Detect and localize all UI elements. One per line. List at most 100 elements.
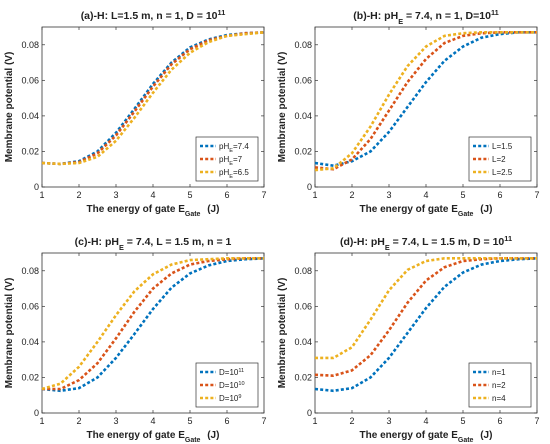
legend-entry-1: L=1.5: [492, 142, 513, 151]
x-tick-label: 3: [386, 190, 391, 200]
x-tick-label: 5: [460, 190, 465, 200]
legend-label: D=10: [219, 394, 239, 403]
y-tick-label: 0.04: [294, 337, 312, 347]
legend-label: pH: [219, 142, 229, 151]
title-main: (d)-H: pH: [340, 236, 385, 248]
x-tick-label: 7: [261, 190, 266, 200]
x-tick-label: 5: [460, 416, 465, 426]
series-line-3: [315, 257, 537, 360]
legend-sub: E: [229, 161, 233, 167]
x-axis-label: The energy of gate EGate (J): [360, 204, 493, 218]
legend: n=1 n=2 n=4: [468, 362, 532, 408]
x-tick-label: 1: [312, 190, 317, 200]
y-tick-label: 0.06: [21, 301, 39, 311]
series-line-3: [41, 31, 265, 166]
y-tick-label: 0.02: [21, 372, 39, 382]
x-label-main: The energy of gate E: [87, 430, 186, 441]
x-label-unit: (J): [204, 204, 219, 215]
legend-entry-1: n=1: [492, 368, 506, 377]
panel-title: (c)-H: pHE = 7.4, L = 1.5 m, n = 1: [75, 236, 232, 252]
legend-suffix: =6.5: [233, 168, 249, 177]
x-axis-label: The energy of gate EGate (J): [360, 430, 493, 444]
x-tick-label: 3: [113, 190, 118, 200]
y-tick-label: 0: [34, 182, 39, 192]
x-tick-label: 6: [497, 190, 502, 200]
x-tick-label: 4: [150, 190, 155, 200]
title-sub: E: [385, 243, 390, 252]
x-axis-label: The energy of gate EGate (J): [87, 430, 220, 444]
x-tick-label: 1: [39, 190, 44, 200]
legend-label: pH: [219, 168, 229, 177]
x-label-sub: Gate: [185, 437, 201, 444]
y-tick-label: 0.02: [21, 146, 39, 156]
y-tick-label: 0.08: [294, 40, 312, 50]
x-axis-label: The energy of gate EGate (J): [87, 204, 220, 218]
title-sup: 11: [218, 8, 226, 17]
x-tick-label: 5: [187, 190, 192, 200]
x-tick-label: 7: [261, 416, 266, 426]
x-label-sub: Gate: [458, 437, 474, 444]
y-tick-label: 0.06: [294, 301, 312, 311]
series-line-1: [314, 257, 538, 393]
x-tick-label: 6: [224, 190, 229, 200]
panel-title: (d)-H: pHE = 7.4, L = 1.5 m, D = 1011: [340, 234, 512, 252]
panel-title: (b)-H: pHE = 7.4, n = 1, D=1011: [353, 8, 498, 26]
series-line-3: [314, 31, 537, 172]
series-line-3: [41, 257, 264, 391]
legend-label: n=2: [492, 381, 506, 390]
title-main: (c)-H: pH: [75, 236, 119, 248]
y-tick-label: 0: [307, 182, 312, 192]
legend-entry-3: D=109: [219, 394, 241, 403]
y-tick-label: 0.08: [21, 40, 39, 50]
y-tick-label: 0.08: [294, 266, 312, 276]
x-label-unit: (J): [477, 430, 492, 441]
x-tick-label: 1: [39, 416, 44, 426]
y-tick-label: 0.06: [21, 75, 39, 85]
series-line-1: [41, 257, 265, 393]
x-tick-label: 4: [150, 416, 155, 426]
chart-panel-3: 1 2 3 4 5 6 7 0 0.02 0.04 0.06 0.08 (c)-H: pHE = 7.4…: [4, 236, 267, 444]
legend-entry-1: pHE=7.4: [219, 142, 249, 154]
y-tick-label: 0.04: [21, 337, 39, 347]
y-axis-label: Membrane potential (V): [4, 52, 15, 163]
title-rest: = 7.4, L = 1.5 m, n = 1: [124, 236, 232, 248]
x-label-sub: Gate: [185, 211, 201, 218]
x-tick-label: 7: [534, 416, 539, 426]
x-tick-label: 5: [187, 416, 192, 426]
x-label-sub: Gate: [458, 211, 474, 218]
title-main: (b)-H: pH: [353, 10, 398, 22]
series-line-2: [42, 257, 264, 391]
legend-label: D=10: [219, 368, 239, 377]
y-axis-label: Membrane potential (V): [4, 278, 15, 389]
legend-entry-3: pHE=6.5: [219, 168, 249, 180]
legend-label: n=1: [492, 368, 506, 377]
legend-entry-2: pHE=7: [219, 155, 243, 167]
legend-label: L=2.5: [492, 168, 513, 177]
legend-label: L=1.5: [492, 142, 513, 151]
series-line-1: [314, 31, 537, 167]
title-sub: E: [398, 17, 403, 26]
y-tick-label: 0.04: [21, 111, 39, 121]
title-rest: = 7.4, n = 1, D=10: [403, 10, 491, 22]
x-tick-label: 6: [497, 416, 502, 426]
legend-label: n=4: [492, 394, 506, 403]
x-tick-label: 3: [386, 416, 391, 426]
x-label-unit: (J): [477, 204, 492, 215]
legend-label: pH: [219, 155, 229, 164]
title-sup: 11: [504, 234, 512, 243]
title-sub: E: [119, 243, 124, 252]
x-label-unit: (J): [204, 430, 219, 441]
title-sup: 11: [491, 8, 499, 17]
x-tick-label: 7: [534, 190, 539, 200]
legend-sub: E: [229, 174, 233, 180]
y-tick-label: 0: [34, 408, 39, 418]
y-tick-label: 0.08: [21, 266, 39, 276]
y-axis-label: Membrane potential (V): [277, 52, 288, 163]
x-label-main: The energy of gate E: [360, 430, 459, 441]
x-label-main: The energy of gate E: [87, 204, 186, 215]
x-label-main: The energy of gate E: [360, 204, 459, 215]
x-tick-label: 6: [224, 416, 229, 426]
legend-sup: 9: [238, 394, 241, 400]
